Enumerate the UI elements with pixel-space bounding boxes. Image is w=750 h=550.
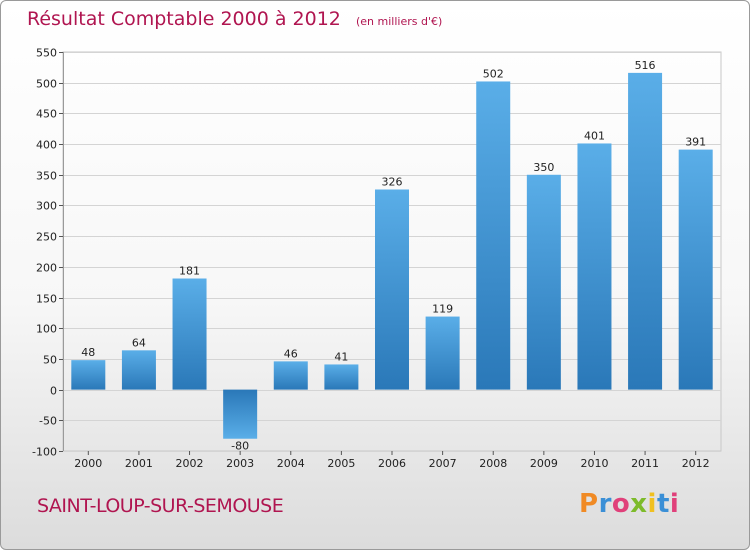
value-label-2010: 401 [584,129,605,142]
y-tick-label: 100 [36,323,57,336]
logo-letter: i [669,489,680,519]
x-tick-label-2009: 2009 [530,457,558,470]
x-tick-label-2000: 2000 [74,457,102,470]
bar-2012 [678,149,713,390]
x-tick-label-2002: 2002 [176,457,204,470]
logo-letter: P [579,489,599,519]
value-label-2007: 119 [432,303,453,316]
chart-subtitle: (en milliers d'€) [355,15,443,28]
y-tick-label: 150 [36,293,57,306]
y-tick-label: -50 [39,415,57,428]
bar-2001 [121,350,156,390]
bar-2007 [425,316,460,390]
bar-2006 [375,189,409,390]
y-tick-label: 450 [36,108,57,121]
x-tick-label-2012: 2012 [682,457,710,470]
logo-letter: r [598,489,612,519]
bars-layer: 48 64 181 -80 46 41 326 119 502 350 401 516 391 [71,59,713,453]
bar-2000 [71,360,106,390]
x-tick-label-2005: 2005 [327,457,355,470]
value-label-2004: 46 [284,347,298,360]
bar-2008 [476,81,511,390]
x-tick-label-2004: 2004 [277,457,305,470]
x-tick-label-2008: 2008 [479,457,507,470]
bar-2005 [324,364,359,390]
value-label-2003: -80 [231,440,249,453]
bar-2003 [223,389,258,439]
chart-title: Résultat Comptable 2000 à 2012 [27,8,341,30]
value-label-2012: 391 [685,136,706,149]
x-tick-label-2011: 2011 [631,457,659,470]
logo-letter: t [656,489,670,519]
value-label-2009: 350 [533,161,554,174]
y-tick-label: 200 [36,262,57,275]
bar-2002 [172,278,207,390]
x-tick-label-2010: 2010 [580,457,608,470]
value-label-2008: 502 [483,67,504,80]
value-label-2011: 516 [635,59,656,72]
x-tick-label-2006: 2006 [378,457,406,470]
value-label-2001: 64 [132,336,146,349]
x-tick-label-2001: 2001 [125,457,153,470]
title-line: Résultat Comptable 2000 à 2012 (en milli… [27,8,442,30]
value-label-2005: 41 [334,350,348,363]
value-label-2000: 48 [81,346,95,359]
x-tick-label-2003: 2003 [226,457,254,470]
logo-letter: o [611,489,631,519]
y-tick-label: 500 [36,78,57,91]
logo-letter: x [630,489,648,519]
bar-2011 [628,72,663,390]
y-tick-label: 50 [43,354,57,367]
y-tick-label: -100 [32,446,57,459]
bar-2004 [273,361,308,390]
y-tick-label: 550 [36,47,57,60]
y-tick-label: 350 [36,170,57,183]
bar-2009 [526,174,561,390]
y-tick-label: 250 [36,231,57,244]
proxiti-logo[interactable]: Proxiti [579,489,679,519]
x-tick-label-2007: 2007 [429,457,457,470]
y-tick-label: 0 [50,385,57,398]
logo-letter: i [647,489,657,519]
y-tick-label: 300 [36,200,57,213]
commune-name: SAINT-LOUP-SUR-SEMOUSE [37,495,284,517]
bar-2010 [577,143,612,390]
value-label-2006: 326 [382,176,403,189]
value-label-2002: 181 [179,265,200,278]
y-tick-label: 400 [36,139,57,152]
axis-layer: -100 -50 0 50 100 150 200 250 300 350 400 450 500 550… [32,47,710,471]
